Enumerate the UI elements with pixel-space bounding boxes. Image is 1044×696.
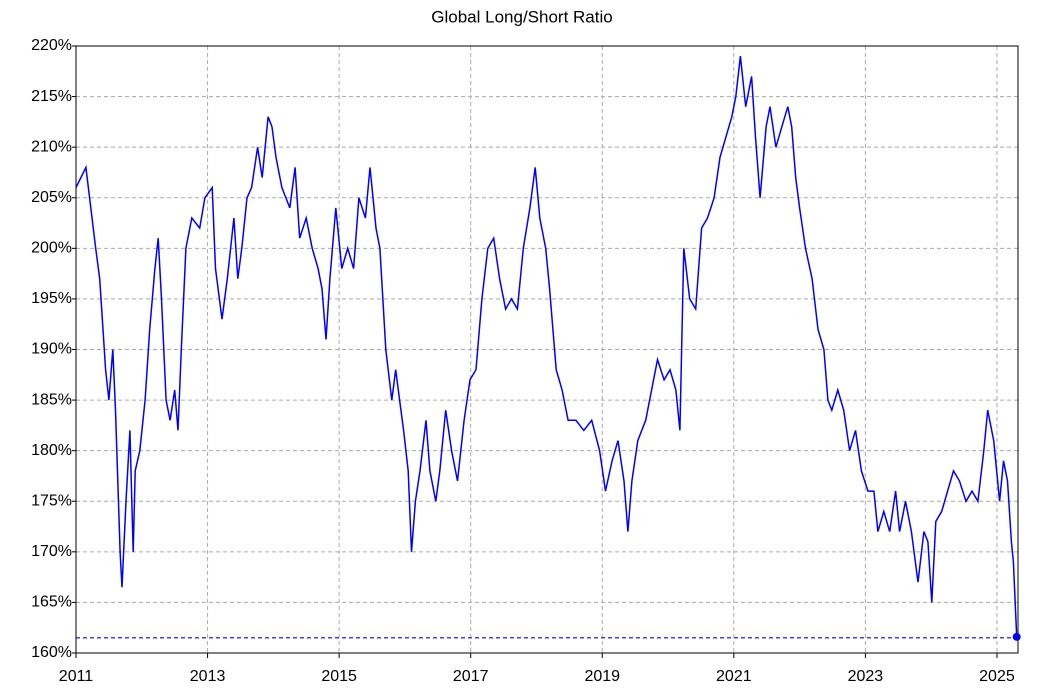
y-tick-label: 205% (31, 189, 72, 206)
y-tick-label: 170% (31, 543, 72, 560)
y-tick-label: 200% (31, 240, 72, 257)
y-tick-label: 215% (31, 88, 72, 105)
y-tick-label: 210% (31, 138, 72, 155)
x-tick-label: 2015 (321, 668, 357, 685)
x-tick-label: 2023 (848, 668, 884, 685)
last-point-marker (1012, 632, 1021, 641)
y-tick-label: 160% (31, 644, 72, 661)
y-tick-label: 165% (31, 594, 72, 611)
y-tick-label: 180% (31, 442, 72, 459)
y-tick-label: 195% (31, 290, 72, 307)
data-line (75, 56, 1018, 637)
x-tick-label: 2021 (716, 668, 752, 685)
y-tick-label: 185% (31, 391, 72, 408)
plot-frame (75, 45, 1019, 654)
y-tick-label: 220% (31, 37, 72, 54)
x-tick-label: 2025 (979, 668, 1015, 685)
y-tick-label: 175% (31, 492, 72, 509)
chart-title: Global Long/Short Ratio (431, 7, 612, 26)
x-tick-label: 2013 (190, 668, 226, 685)
y-tick-label: 190% (31, 341, 72, 358)
x-tick-label: 2017 (453, 668, 489, 685)
x-tick-label: 2011 (59, 668, 94, 685)
x-tick-label: 2019 (584, 668, 620, 685)
